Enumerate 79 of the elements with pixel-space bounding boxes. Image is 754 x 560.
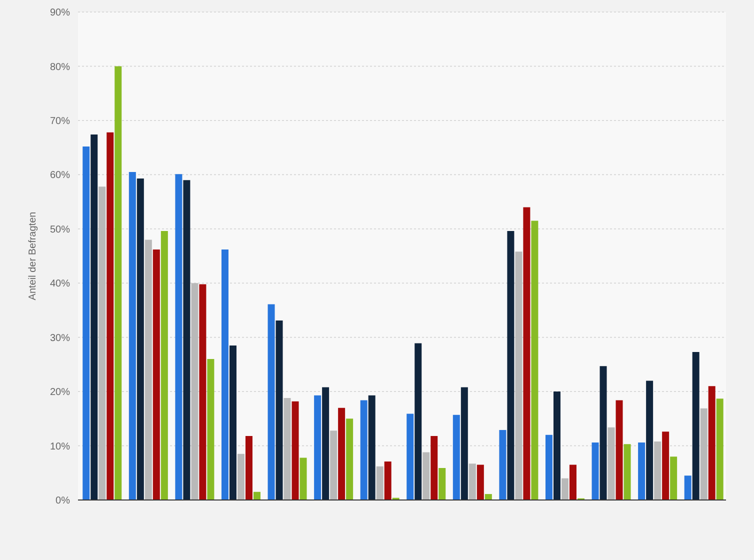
y-tick-label: 10%: [50, 441, 70, 452]
bar: [82, 146, 90, 500]
bar: [468, 464, 476, 500]
bar: [569, 464, 576, 500]
y-tick-label: 0%: [56, 496, 70, 507]
bar: [330, 430, 338, 500]
bar: [199, 284, 206, 500]
bar: [700, 408, 708, 500]
bar: [360, 400, 368, 500]
bar: [253, 492, 260, 500]
bar: [98, 186, 106, 500]
bar: [638, 442, 646, 500]
bar: [276, 320, 283, 500]
bar: [438, 468, 446, 500]
bar: [507, 231, 514, 500]
bar: [430, 436, 438, 500]
bar: [191, 283, 198, 500]
bar: [561, 478, 568, 500]
bar: [600, 366, 607, 500]
y-tick-label: 60%: [50, 170, 70, 182]
bar: [268, 304, 275, 500]
bar: [384, 462, 392, 500]
bar: [414, 343, 422, 500]
bar: [692, 352, 700, 500]
bar: [90, 134, 98, 500]
bar: [322, 387, 330, 500]
bar: [376, 466, 384, 500]
y-axis-title: Anteil der Befragten: [28, 212, 39, 300]
bar: [531, 220, 538, 500]
bar: [716, 398, 724, 500]
bar: [452, 414, 460, 500]
bar: [152, 249, 160, 500]
bar: [476, 464, 484, 500]
bar: [284, 398, 291, 500]
bar: [662, 432, 670, 500]
y-tick-label: 30%: [50, 332, 70, 344]
y-tick-label: 80%: [50, 62, 70, 73]
bar: [422, 452, 430, 500]
bar: [406, 414, 414, 500]
bar: [175, 174, 182, 500]
bar: [592, 442, 599, 500]
bar: [670, 456, 678, 500]
y-tick-label: 70%: [50, 116, 70, 127]
bar: [292, 401, 299, 500]
bar: [460, 387, 468, 500]
bar: [114, 66, 122, 500]
bar: [229, 345, 236, 500]
bar: [106, 132, 114, 500]
y-tick-label: 90%: [50, 8, 70, 19]
bar: [300, 458, 307, 500]
bar: [646, 380, 654, 500]
y-tick-label: 50%: [50, 224, 70, 236]
bar: [616, 400, 623, 500]
bar: [523, 207, 530, 500]
y-tick-label: 20%: [50, 387, 70, 398]
bar: [338, 408, 346, 500]
y-tick-label: 40%: [50, 278, 70, 290]
bar: [136, 178, 144, 500]
bar: [499, 430, 506, 500]
bar: [144, 240, 152, 500]
bar: [346, 418, 354, 500]
bar: [314, 395, 322, 500]
bar: [237, 454, 244, 500]
bar: [624, 444, 631, 500]
bar: [160, 231, 168, 500]
bar: [708, 386, 716, 500]
bar: [654, 441, 662, 500]
bar: [515, 252, 522, 500]
bar: [128, 172, 136, 500]
bar: [368, 395, 376, 500]
bar: [207, 359, 214, 500]
bar: [608, 427, 615, 500]
bar: [183, 180, 190, 500]
bar: [221, 249, 228, 500]
bar: [545, 434, 552, 500]
bar: [684, 476, 692, 500]
bar: [245, 436, 252, 500]
bar: [553, 392, 560, 500]
bar: [484, 494, 492, 500]
